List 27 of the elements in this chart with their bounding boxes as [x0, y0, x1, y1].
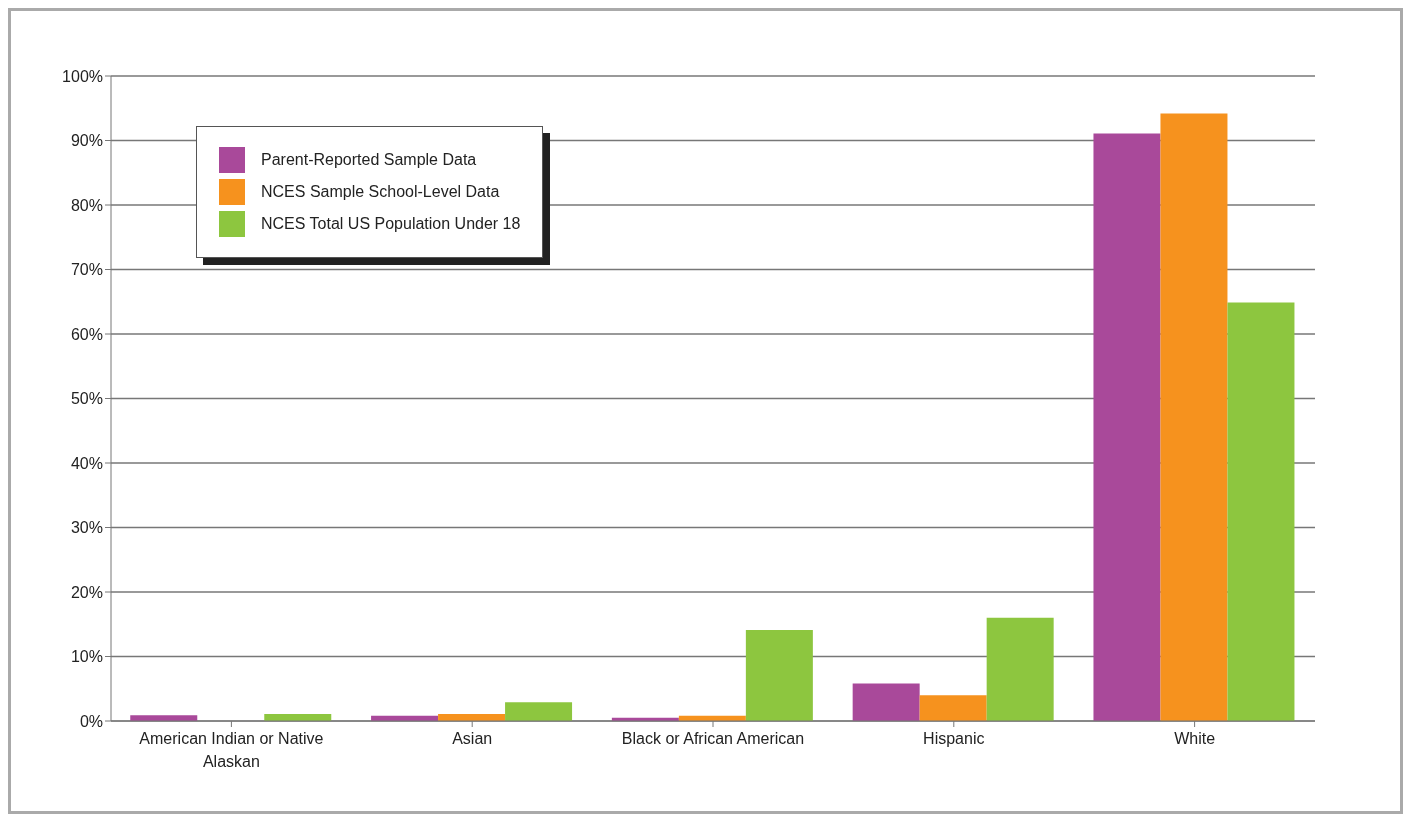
x-tick-label: White	[1174, 730, 1216, 748]
x-tick-label: Hispanic	[923, 730, 985, 748]
bar	[745, 630, 813, 721]
bar	[1160, 113, 1228, 721]
bar	[1227, 302, 1295, 721]
bar	[919, 695, 987, 721]
x-tick-label: American Indian or Native Alaskan	[139, 730, 324, 771]
bar	[986, 617, 1054, 721]
y-tick-label: 60%	[70, 325, 103, 343]
y-tick-label: 40%	[70, 454, 103, 472]
y-tick-label: 100%	[62, 67, 103, 85]
y-tick-label: 50%	[70, 390, 103, 408]
y-tick-label: 70%	[70, 261, 103, 279]
legend-label: NCES Total US Population Under 18	[261, 214, 521, 234]
y-tick-label: 20%	[70, 583, 103, 601]
y-tick-label: 30%	[70, 519, 103, 537]
y-tick-label: 80%	[70, 196, 103, 214]
y-tick-label: 0%	[79, 712, 103, 730]
legend-label: Parent-Reported Sample Data	[261, 150, 477, 170]
bar	[1093, 133, 1161, 721]
legend-label: NCES Sample School-Level Data	[261, 182, 500, 202]
x-tick-label: Black or African American	[621, 730, 805, 748]
bar	[852, 683, 920, 721]
y-tick-label: 90%	[70, 132, 103, 150]
bar	[505, 702, 573, 721]
y-tick-label: 10%	[70, 648, 103, 666]
x-tick-label: Asian	[452, 730, 493, 748]
